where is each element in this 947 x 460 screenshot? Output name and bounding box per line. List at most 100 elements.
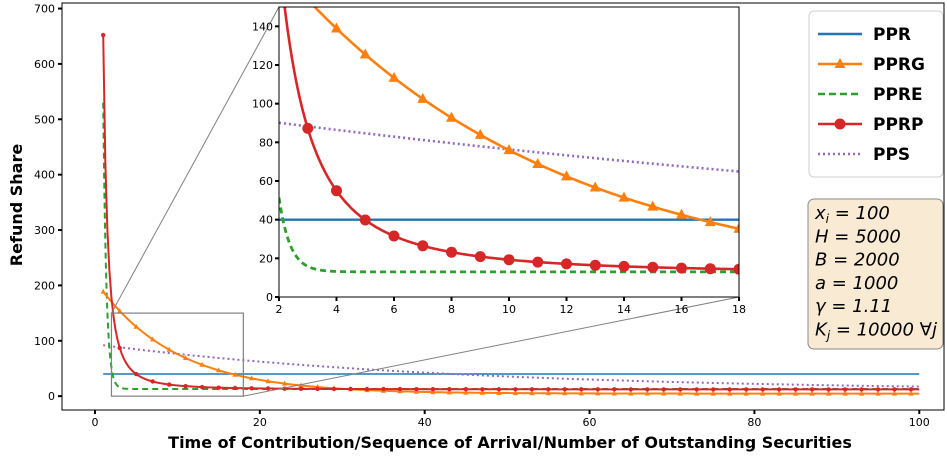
series-pprp-point [315,386,320,392]
series-pprp-point [265,386,271,391]
inset-x-tick-label: 8 [448,303,455,316]
series-pprp-point [381,386,386,392]
series-pprp-point-inset [561,258,572,270]
series-pprg-point [562,390,568,396]
x-tick-label: 60 [583,416,597,429]
series-pprg-point [644,390,650,396]
series-pprp-point-inset [647,261,659,273]
series-pprg-point [183,355,189,360]
inset-x-tick-label: 12 [560,303,574,316]
series-pprp-point [744,387,749,392]
legend-box [808,10,944,178]
x-tick-label: 80 [747,416,761,429]
series-pprg-point-inset [417,92,429,103]
series-pprg-point [199,361,205,367]
series-pprp-point [859,387,864,392]
series-pprg-point [232,371,238,377]
series-pprp-point [414,387,419,392]
series-pprp-point [826,387,831,392]
inset-y-tick-label: 0 [266,291,273,304]
inset-chart: 2 4 6 8 10 12 14 16 18 0 20 40 60 80 100 120 140 [252,6,746,316]
y-tick-label: 400 [34,169,55,182]
series-pprg-point [826,390,832,396]
series-pprp-point [562,387,567,392]
series-pprg-point [859,390,865,396]
series-pprg-point [743,390,749,396]
series-pprp-point [842,387,848,392]
series-pprg-point [661,390,667,396]
zoom-connector-line [243,296,740,397]
series-pprp-point-inset [532,256,544,268]
series-pprg-point [776,390,782,396]
series-pprp-point [760,387,765,392]
inset-x-tick-label: 18 [732,303,746,316]
series-pprg-point-inset [733,222,739,233]
series-pprg-point [512,390,518,396]
inset-y-tick-label: 140 [252,20,273,33]
series-pprg-point-inset [446,111,457,122]
series-pprg-point [842,390,848,396]
series-pprp-point-inset [446,246,457,258]
params-box-background [807,198,944,350]
main-plot-frame [61,2,945,411]
legend-label-ppr: PPR [873,25,911,45]
inset-y-tick-label: 20 [259,252,273,265]
series-pprg-point [710,390,716,396]
series-pprg-point [117,308,123,313]
series-pprg-point [727,390,733,396]
series-pprp-point [101,32,106,38]
zoom-connector-line [111,6,280,314]
series-pprp-point [496,387,502,392]
series-pprg-point [891,390,898,396]
series-pprp-point [117,345,122,351]
series-pprp-point-inset [733,263,739,275]
inset-x-tick-label: 16 [675,303,689,316]
series-pprp-point-inset [417,240,429,252]
x-tick-label: 0 [91,416,98,429]
series-pprp-point [298,386,304,391]
series-pprp-point [513,387,518,392]
main-series-group [100,32,920,396]
series-pprp-point [694,387,699,392]
series-ppre-line-inset [279,197,739,274]
series-pprp-point [628,387,633,392]
series-pprg-point [595,390,601,396]
series-pprg-point [463,389,469,395]
series-pprp-point [134,371,139,377]
series-pprp-point [678,387,683,392]
inset-y-tick-label: 100 [252,98,273,111]
y-tick-label: 700 [34,3,55,16]
series-pprg-point [793,390,799,396]
series-pprg-point [908,390,914,396]
param-line: B = 2000 [815,250,900,271]
series-pprp-point [727,387,732,392]
series-pprg-point-inset [503,144,515,155]
series-pprp-point [612,387,617,392]
series-pprg-point [875,390,881,396]
series-pprg-point [578,390,584,396]
y-axis-title: Refund Share [7,144,26,267]
series-pprg-point [216,367,222,373]
series-pprp-point-inset [474,251,486,263]
inset-x-tick-label: 4 [333,303,340,316]
series-pprp-point [348,386,353,392]
series-pprg-point [100,288,106,294]
series-pprp-point [397,386,403,392]
series-pprp-point-inset [359,214,371,226]
series-pprp-point [167,382,172,387]
series-pprg-point-inset [532,157,544,168]
y-tick-label: 600 [34,58,55,71]
zoom-box [110,312,244,397]
series-pprp-point [892,387,897,392]
series-pprp-point-inset [302,122,314,134]
series-pprp-point-inset [503,254,515,266]
series-pprp-point [711,387,716,392]
legend-marker-pprg [834,58,846,68]
series-pprp-point-inset [676,262,687,274]
inset-y-tick-label: 40 [259,214,273,227]
series-pprg-point [677,390,683,396]
series-pprg-point [760,390,766,396]
series-pprg-point [150,336,156,342]
